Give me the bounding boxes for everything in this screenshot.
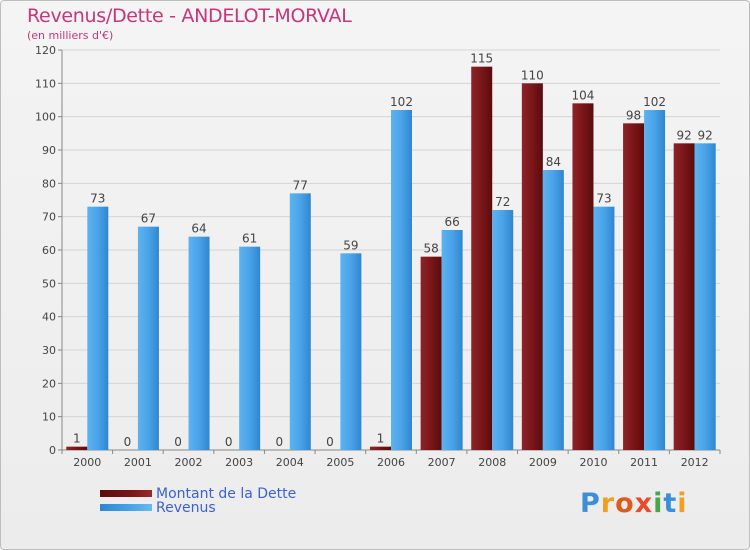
x-tick-label: 2010 [579, 456, 607, 469]
legend-swatch-dette [100, 490, 152, 497]
data-label-revenus: 73 [90, 192, 105, 206]
bar-revenus [593, 206, 615, 450]
bar-dette [420, 256, 442, 450]
bar-dette [572, 103, 594, 450]
data-label-dette: 92 [677, 128, 692, 142]
bar-revenus [694, 143, 716, 451]
logo-letter: P [580, 488, 601, 519]
data-label-dette: 110 [521, 68, 544, 82]
bar-revenus [492, 210, 514, 450]
bar-revenus [441, 230, 463, 450]
x-tick-label: 2006 [377, 456, 405, 469]
data-label-dette: 1 [73, 432, 81, 446]
data-label-revenus: 84 [546, 155, 561, 169]
x-tick-label: 2011 [630, 456, 658, 469]
bar-dette [521, 83, 543, 450]
data-label-revenus: 59 [343, 238, 358, 252]
logo-letter: i [677, 488, 688, 519]
y-tick-label: 120 [35, 44, 56, 57]
y-tick-label: 70 [42, 211, 56, 224]
data-label-revenus: 64 [191, 222, 206, 236]
data-label-revenus: 102 [390, 95, 413, 109]
chart-title: Revenus/Dette - ANDELOT-MORVAL [27, 5, 352, 27]
data-label-dette: 104 [572, 88, 595, 102]
logo-letter: i [653, 488, 664, 519]
data-label-dette: 0 [225, 435, 233, 449]
y-tick-label: 90 [42, 144, 56, 157]
bar-revenus [340, 253, 362, 450]
bar-dette [66, 446, 88, 450]
bar-revenus [188, 236, 210, 450]
x-tick-label: 2012 [681, 456, 709, 469]
data-label-dette: 58 [423, 242, 438, 256]
data-label-dette: 115 [470, 52, 493, 66]
bar-revenus [542, 170, 564, 450]
y-tick-label: 50 [42, 277, 56, 290]
x-tick-label: 2001 [124, 456, 152, 469]
data-label-dette: 0 [174, 435, 182, 449]
data-label-dette: 0 [275, 435, 283, 449]
y-tick-label: 10 [42, 411, 56, 424]
data-label-revenus: 66 [444, 215, 459, 229]
bar-dette [673, 143, 695, 451]
data-label-revenus: 77 [293, 178, 308, 192]
legend-swatch-revenus [100, 504, 152, 511]
y-tick-label: 80 [42, 177, 56, 190]
logo-letter: r [600, 488, 616, 519]
x-tick-label: 2000 [73, 456, 101, 469]
x-tick-label: 2002 [175, 456, 203, 469]
x-tick-label: 2003 [225, 456, 253, 469]
bar-revenus [137, 226, 159, 450]
x-tick-label: 2009 [529, 456, 557, 469]
y-tick-label: 100 [35, 111, 56, 124]
bar-dette [370, 446, 391, 450]
data-label-revenus: 92 [698, 128, 713, 142]
bar-revenus [239, 246, 261, 450]
bar-revenus [87, 206, 109, 450]
y-tick-label: 40 [42, 311, 56, 324]
logo-letter: t [663, 488, 678, 519]
x-tick-label: 2004 [276, 456, 304, 469]
logo-letter: x [634, 488, 654, 519]
bar-revenus [289, 193, 311, 451]
y-tick-label: 20 [42, 377, 56, 390]
legend-label-revenus: Revenus [156, 500, 216, 516]
x-tick-label: 2008 [478, 456, 506, 469]
data-label-revenus: 61 [242, 232, 257, 246]
y-tick-label: 30 [42, 344, 56, 357]
data-label-revenus: 67 [141, 212, 156, 226]
bar-revenus [644, 110, 666, 450]
data-label-dette: 0 [124, 435, 132, 449]
chart-subtitle: (en milliers d'€) [27, 29, 114, 42]
bar-dette [471, 66, 493, 451]
y-tick-label: 60 [42, 244, 56, 257]
legend-label-dette: Montant de la Dette [156, 486, 297, 502]
data-label-dette: 0 [326, 435, 334, 449]
y-tick-label: 0 [49, 444, 56, 457]
data-label-dette: 1 [377, 432, 385, 446]
data-label-revenus: 73 [596, 192, 611, 206]
proxiti-logo: Proxiti [580, 488, 688, 519]
data-label-revenus: 72 [495, 195, 510, 209]
bar-revenus [391, 110, 412, 450]
bar-dette [623, 123, 645, 450]
x-tick-label: 2007 [428, 456, 456, 469]
data-label-revenus: 102 [643, 95, 666, 109]
y-tick-label: 110 [35, 77, 56, 90]
x-tick-label: 2005 [326, 456, 354, 469]
data-label-dette: 98 [626, 108, 641, 122]
logo-letter: o [615, 488, 635, 519]
